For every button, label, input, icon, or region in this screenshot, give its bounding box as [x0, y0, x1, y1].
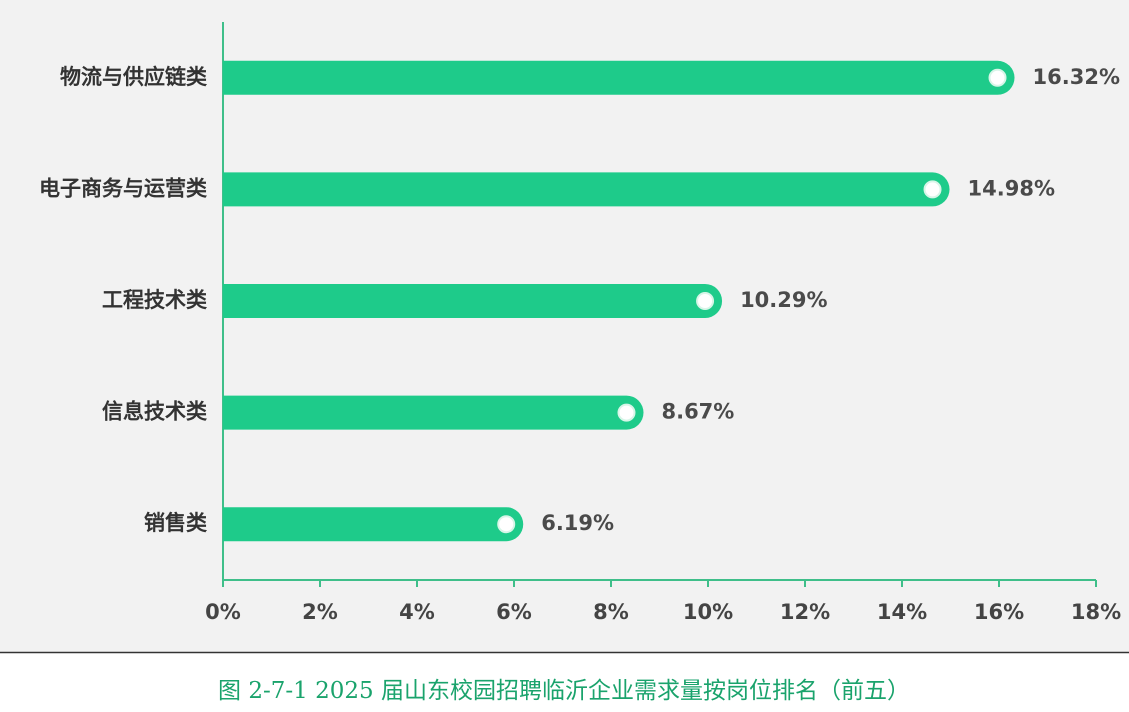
value-label: 16.32%: [1033, 65, 1120, 89]
y-tick-label: 物流与供应链类: [60, 65, 208, 89]
x-tick-label: 2%: [302, 600, 338, 624]
x-tick-label: 16%: [974, 600, 1024, 624]
x-tick-label: 4%: [399, 600, 435, 624]
value-label: 6.19%: [541, 511, 614, 535]
bar-end-dot: [617, 403, 636, 422]
bar-end-dot: [696, 292, 715, 310]
y-tick-label: 信息技术类: [102, 400, 208, 424]
bar: [223, 507, 524, 542]
plot-background: [0, 0, 1129, 652]
bar: [223, 284, 723, 318]
bar-end-dot: [988, 68, 1007, 87]
value-label: 8.67%: [661, 400, 734, 424]
bar-end-dot: [497, 515, 516, 534]
x-tick-label: 18%: [1071, 600, 1121, 624]
x-tick-label: 14%: [877, 600, 927, 624]
x-tick-label: 6%: [496, 600, 532, 624]
bar-end-dot: [923, 180, 942, 199]
x-tick-label: 12%: [780, 600, 830, 624]
bar: [223, 172, 950, 207]
value-label: 14.98%: [968, 176, 1055, 200]
y-tick-label: 工程技术类: [102, 288, 208, 312]
x-tick-label: 0%: [205, 600, 241, 624]
x-tick-label: 10%: [683, 600, 733, 624]
bar: [223, 395, 644, 430]
y-tick-label: 销售类: [144, 511, 208, 535]
y-tick-label: 电子商务与运营类: [39, 176, 208, 200]
caption: 图 2-7-1 2025 届山东校园招聘临沂企业需求量按岗位排名（前五）: [218, 678, 910, 704]
bar: [223, 60, 1015, 95]
x-tick-label: 8%: [593, 600, 629, 624]
value-label: 10.29%: [740, 288, 827, 312]
